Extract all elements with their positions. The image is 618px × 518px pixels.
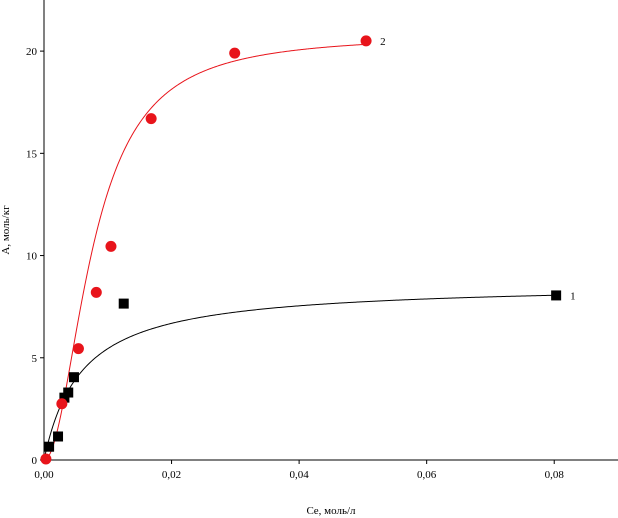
series-label-1: 1 xyxy=(570,290,576,302)
data-point-series-1 xyxy=(53,431,64,442)
data-point-series-2 xyxy=(56,398,68,410)
data-point-series-2 xyxy=(360,35,372,47)
data-point-series-2 xyxy=(72,343,84,355)
x-tick-label: 0,00 xyxy=(34,469,54,481)
series-label-2: 2 xyxy=(380,36,386,48)
x-axis-title: Ce, моль/л xyxy=(306,505,356,517)
x-tick-label: 0,04 xyxy=(289,469,309,481)
y-tick-label: 5 xyxy=(32,353,38,365)
y-axis-title: А, моль/кг xyxy=(0,205,12,255)
fit-curves xyxy=(43,43,557,461)
data-point-series-2 xyxy=(105,240,117,252)
data-point-series-1 xyxy=(68,372,79,383)
data-point-series-2 xyxy=(145,113,157,125)
data-points xyxy=(40,35,562,465)
y-axis-ticks: 0 5 10 15 20 xyxy=(26,46,44,467)
y-tick-label: 15 xyxy=(26,148,38,160)
data-point-series-1 xyxy=(63,387,74,398)
fit-curve-series-2 xyxy=(43,43,367,461)
x-axis-ticks: 0,00 0,02 0,04 0,06 0,08 xyxy=(34,460,564,481)
data-point-series-1 xyxy=(118,298,129,309)
y-tick-label: 20 xyxy=(26,46,38,58)
x-tick-label: 0,02 xyxy=(162,469,181,481)
y-tick-label: 10 xyxy=(26,251,38,263)
data-point-series-1 xyxy=(551,290,562,301)
data-point-series-2 xyxy=(229,47,241,59)
fit-curve-series-1 xyxy=(43,294,557,461)
data-point-series-2 xyxy=(90,286,102,298)
x-tick-label: 0,06 xyxy=(417,469,437,481)
data-point-series-2 xyxy=(40,453,52,465)
series-labels: 12 xyxy=(380,36,576,303)
data-point-series-1 xyxy=(44,441,55,452)
y-tick-label: 0 xyxy=(32,455,38,467)
data-point-series-1 xyxy=(59,392,70,403)
x-tick-label: 0,08 xyxy=(545,469,565,481)
